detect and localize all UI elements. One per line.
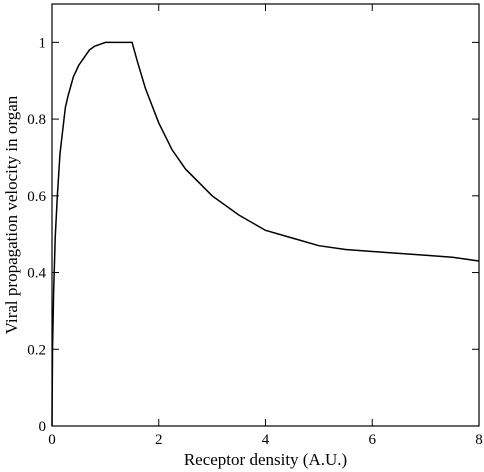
y-axis-label: Viral propagation velocity in organ bbox=[2, 95, 21, 334]
x-axis-label: Receptor density (A.U.) bbox=[184, 450, 347, 469]
y-tick-label: 1 bbox=[39, 35, 47, 51]
x-tick-label: 8 bbox=[475, 432, 483, 448]
x-tick-label: 2 bbox=[155, 432, 163, 448]
y-tick-label: 0.6 bbox=[27, 189, 46, 205]
x-tick-label: 6 bbox=[369, 432, 377, 448]
x-tick-label: 0 bbox=[48, 432, 56, 448]
series-line bbox=[51, 41, 480, 427]
y-tick-label: 0.8 bbox=[27, 112, 46, 128]
y-tick-label: 0 bbox=[39, 419, 47, 435]
y-tick-label: 0.4 bbox=[27, 266, 46, 282]
plot-frame bbox=[51, 3, 480, 427]
x-axis-ticks: 0 2 4 6 8 bbox=[48, 4, 483, 448]
x-tick-label: 4 bbox=[262, 432, 270, 448]
y-axis-ticks: 0 0.2 0.4 0.6 0.8 1 bbox=[27, 35, 479, 435]
y-tick-label: 0.2 bbox=[27, 342, 46, 358]
